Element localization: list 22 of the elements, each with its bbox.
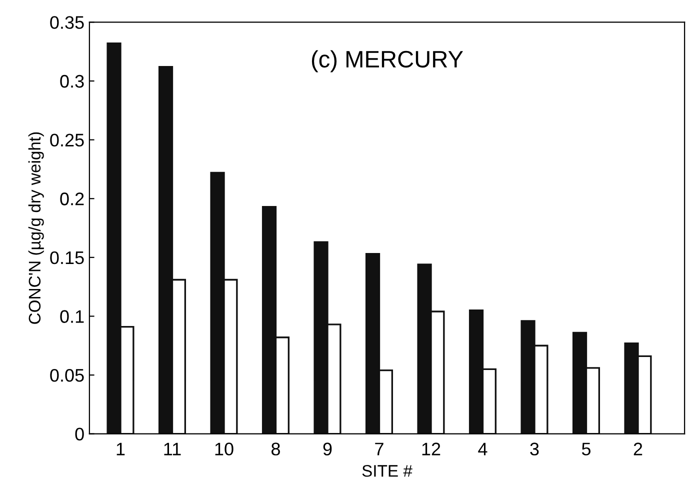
x-tick-label: 3: [530, 442, 539, 456]
x-tick-label: 12: [422, 442, 440, 456]
y-tick-label: 0.1: [60, 310, 84, 323]
y-tick-label: 0: [75, 428, 84, 441]
x-tick-label: 8: [272, 442, 280, 456]
y-tick-label: 0.3: [60, 74, 84, 88]
x-tick-label: 9: [323, 442, 332, 456]
x-axis-title: SITE #: [362, 465, 412, 477]
x-tick-label: 1: [116, 442, 125, 456]
y-tick-label: 0.15: [50, 251, 84, 264]
text: (c) MERCURY: [312, 50, 464, 72]
x-tick-label: 4: [478, 442, 488, 456]
y-tick-label: 0.05: [50, 368, 84, 382]
y-axis-title: CONC'N (µg/g dry weight): [28, 132, 44, 324]
y-tick-label: 0.2: [60, 192, 84, 206]
x-tick-label: 2: [634, 442, 642, 456]
y-tick-label: 0.25: [50, 134, 84, 147]
y-tick-label: 0.35: [50, 16, 84, 29]
x-tick-label: 7: [375, 442, 384, 456]
x-tick-label: 10: [215, 442, 234, 456]
x-tick-label: 11: [164, 442, 181, 456]
x-tick-label: 5: [582, 442, 590, 456]
